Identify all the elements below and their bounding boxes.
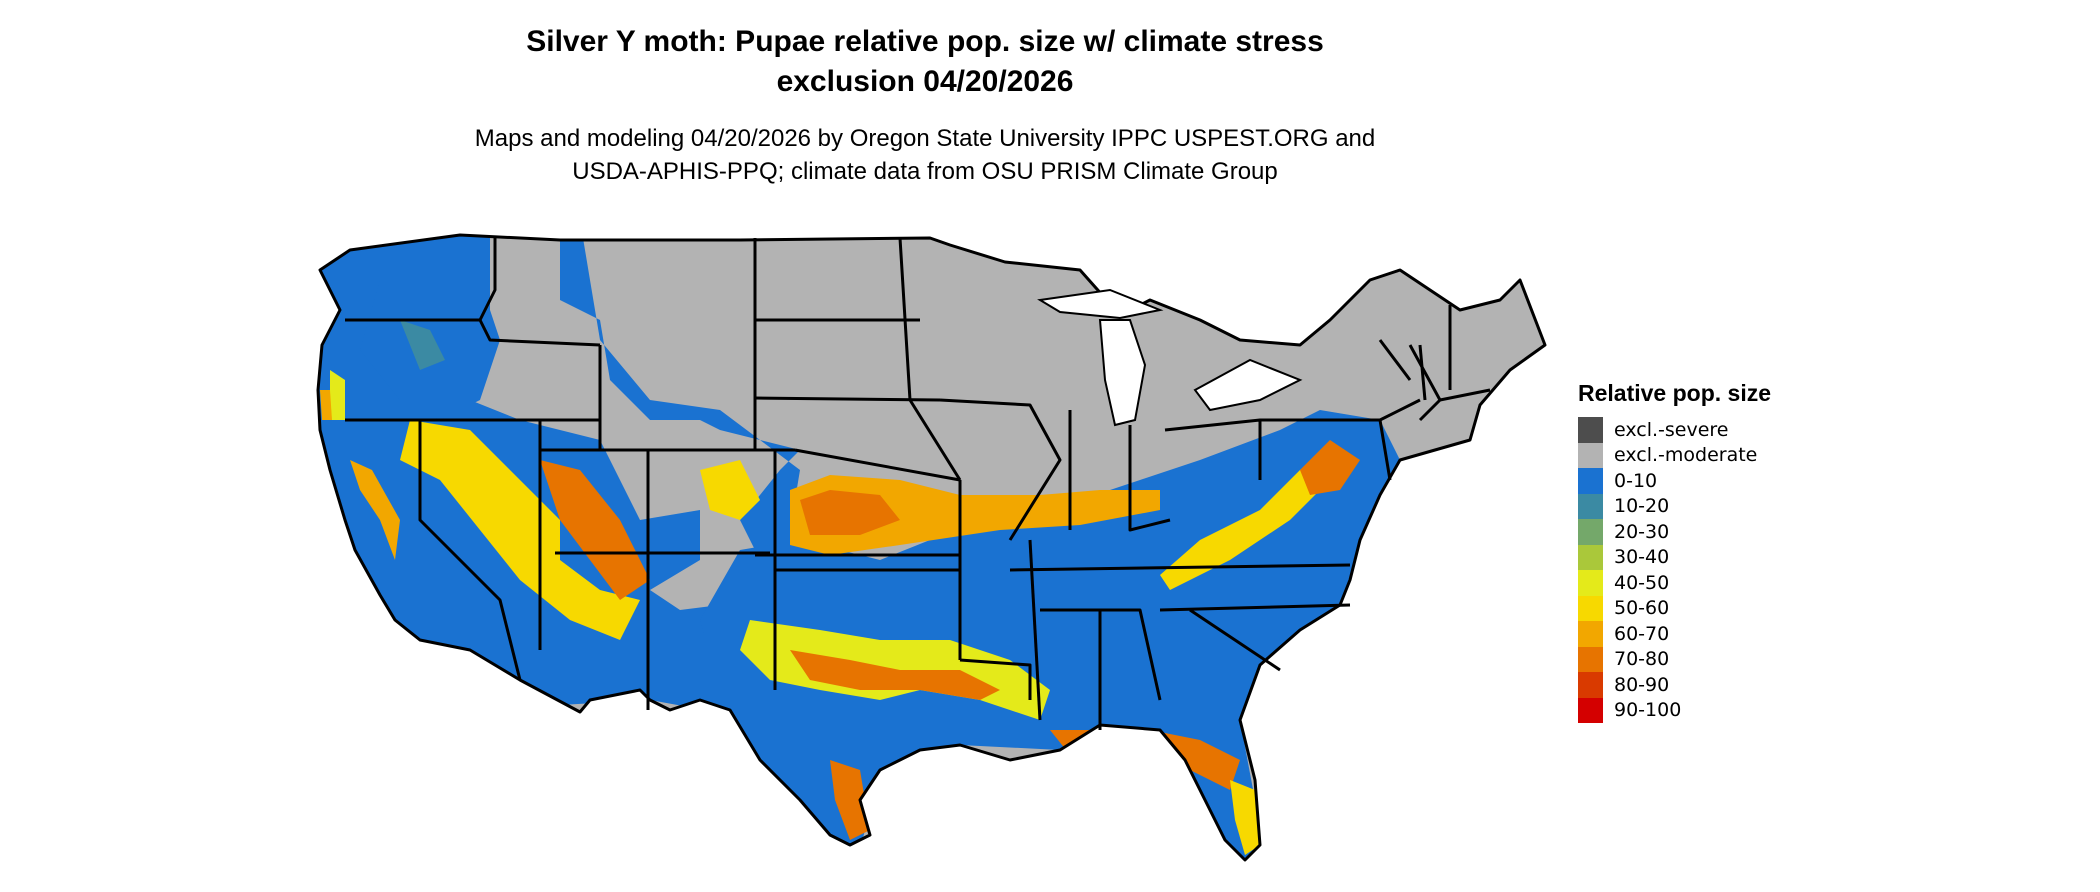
legend-label: excl.-severe [1614,418,1729,441]
subtitle-line-2: USDA-APHIS-PPQ; climate data from OSU PR… [572,158,1278,185]
legend-label: 70-80 [1614,648,1670,671]
legend-item: 20-30 [1578,519,1771,545]
legend-swatch [1578,621,1603,647]
legend-item: 80-90 [1578,672,1771,698]
map-title: Silver Y moth: Pupae relative pop. size … [0,22,1850,102]
legend-swatch [1578,493,1603,519]
legend: Relative pop. size excl.-severe excl.-mod… [1578,380,1771,723]
legend-item: 60-70 [1578,621,1771,647]
legend-item: 40-50 [1578,570,1771,596]
legend-item: 50-60 [1578,595,1771,621]
title-line-1: Silver Y moth: Pupae relative pop. size … [526,25,1324,58]
legend-item: 30-40 [1578,544,1771,570]
subtitle-line-1: Maps and modeling 04/20/2026 by Oregon S… [474,125,1376,152]
legend-swatch [1578,646,1603,672]
legend-swatch [1578,544,1603,570]
legend-swatch [1578,417,1603,443]
legend-swatch [1578,570,1603,596]
legend-items: excl.-severe excl.-moderate 0-10 10-20 20-30… [1578,417,1771,723]
legend-label: 50-60 [1614,597,1670,620]
map-subtitle: Maps and modeling 04/20/2026 by Oregon S… [0,122,1850,188]
legend-item: 10-20 [1578,493,1771,519]
legend-label: 30-40 [1614,546,1670,569]
legend-item: 0-10 [1578,468,1771,494]
legend-label: 10-20 [1614,495,1670,518]
legend-item: 70-80 [1578,646,1771,672]
legend-label: 40-50 [1614,571,1670,594]
legend-item: excl.-severe [1578,417,1771,443]
legend-swatch [1578,672,1603,698]
legend-label: excl.-moderate [1614,444,1758,467]
legend-swatch [1578,595,1603,621]
legend-label: 90-100 [1614,699,1682,722]
great-lakes [1037,288,1303,427]
legend-label: 0-10 [1614,469,1658,492]
legend-swatch [1578,697,1603,723]
legend-swatch [1578,468,1603,494]
legend-swatch [1578,519,1603,545]
suitability-raster [318,235,1545,860]
legend-label: 80-90 [1614,673,1670,696]
legend-swatch [1578,442,1603,468]
legend-item: excl.-moderate [1578,442,1771,468]
legend-label: 60-70 [1614,622,1670,645]
us-population-map [316,233,1547,862]
legend-item: 90-100 [1578,697,1771,723]
legend-label: 20-30 [1614,520,1670,543]
legend-title: Relative pop. size [1578,380,1772,406]
title-line-2: exclusion 04/20/2026 [776,65,1074,98]
state-boundaries [316,233,1547,862]
